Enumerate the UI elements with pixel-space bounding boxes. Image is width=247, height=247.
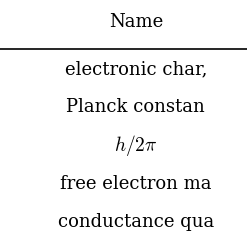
Text: electronic char,: electronic char, bbox=[65, 60, 207, 78]
Text: Name: Name bbox=[109, 13, 163, 31]
Text: conductance qua: conductance qua bbox=[58, 213, 214, 231]
Text: Planck constan: Planck constan bbox=[66, 99, 205, 116]
Text: free electron ma: free electron ma bbox=[60, 175, 212, 193]
Text: $h/2\pi$: $h/2\pi$ bbox=[114, 133, 158, 158]
